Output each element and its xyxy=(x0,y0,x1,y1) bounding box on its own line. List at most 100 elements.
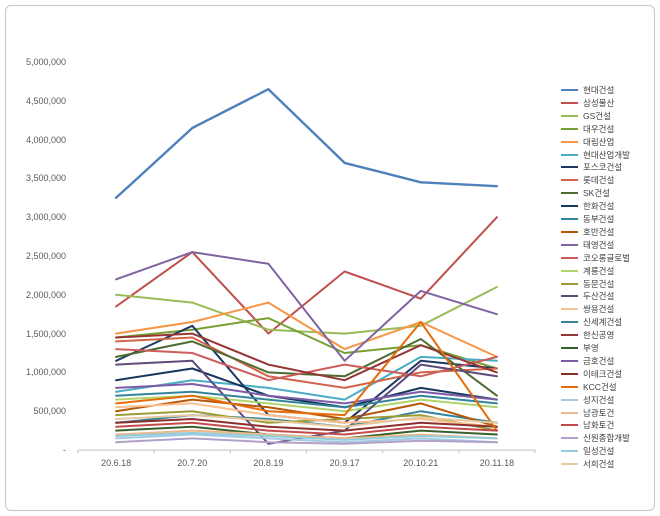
legend-line-swatch xyxy=(561,450,578,453)
legend-item: 포스코건설 xyxy=(561,161,622,173)
legend-item: 부영 xyxy=(561,342,599,354)
series-line-1 xyxy=(115,216,498,335)
y-tick-label: 500,000 xyxy=(33,406,66,417)
legend-label: 현대건설 xyxy=(583,85,615,95)
series-line-12 xyxy=(115,251,498,362)
legend-item: 현대건설 xyxy=(561,84,614,96)
y-tick-label: 2,000,000 xyxy=(25,289,66,300)
y-tick-label: 2,500,000 xyxy=(25,251,66,261)
y-tick-label: 3,000,000 xyxy=(25,212,66,223)
legend-label: GS건설 xyxy=(583,110,611,121)
legend-item: 계룡건설 xyxy=(561,265,614,277)
legend-item: 태영건설 xyxy=(561,239,614,251)
series-line-22 xyxy=(115,418,498,432)
legend-line-swatch xyxy=(561,153,578,156)
series-line-28 xyxy=(115,431,498,441)
legend-line-swatch xyxy=(561,424,578,427)
legend-item: 일성건설 xyxy=(561,445,614,457)
y-tick-label: 4,000,000 xyxy=(25,134,66,145)
series-line-9 xyxy=(115,367,498,409)
legend-label: 동부건설 xyxy=(583,214,615,224)
legend-line-swatch xyxy=(561,463,578,466)
legend-label: SK건설 xyxy=(583,188,610,199)
x-tick-label: 20.11.18 xyxy=(479,458,515,468)
legend-label: 부영 xyxy=(583,343,599,353)
series-line-17 xyxy=(115,402,498,428)
legend-label: 삼성물산 xyxy=(583,97,615,108)
legend-line-swatch xyxy=(561,347,578,349)
legend-line-swatch xyxy=(561,166,578,169)
legend-item: GS건설 xyxy=(561,110,611,122)
legend-label: 서희건설 xyxy=(583,459,615,470)
series-line-21 xyxy=(115,383,498,405)
legend-item: 이테크건설 xyxy=(561,368,622,380)
legend-item: 금호건설 xyxy=(561,355,614,367)
legend-line-swatch xyxy=(561,359,578,362)
y-tick-label: 4,500,000 xyxy=(25,95,66,106)
legend-item: 현대산업개발 xyxy=(561,149,630,161)
legend-line-swatch xyxy=(561,269,578,272)
legend-line-swatch xyxy=(561,321,578,324)
series-line-8 xyxy=(115,338,498,397)
legend-label: 쌍용건설 xyxy=(583,304,615,315)
legend-item: SK건설 xyxy=(561,187,610,199)
legend-line-swatch xyxy=(561,230,578,233)
legend-label: 신세계건설 xyxy=(583,317,623,328)
legend-line-swatch xyxy=(561,89,578,91)
legend-label: 남화토건 xyxy=(583,420,615,431)
legend-label: 한신공영 xyxy=(583,330,615,341)
legend-label: 한화건설 xyxy=(583,201,615,212)
series-line-4 xyxy=(115,301,498,358)
y-tick-label: - xyxy=(63,445,66,455)
legend-item: 코오롱글로벌 xyxy=(561,252,630,264)
legend-line-swatch xyxy=(561,243,578,246)
legend-item: 대우건설 xyxy=(561,123,614,135)
legend-line-swatch xyxy=(561,437,578,440)
legend-label: 이테크건설 xyxy=(583,368,623,379)
legend-item: 신세계건설 xyxy=(561,316,622,328)
legend-line-swatch xyxy=(561,282,578,285)
legend-line-swatch xyxy=(561,127,578,130)
legend-line-swatch xyxy=(561,398,578,401)
legend-line-swatch xyxy=(561,295,578,298)
legend-item: 한화건설 xyxy=(561,200,614,212)
y-tick-label: 1,500,000 xyxy=(25,328,66,339)
legend-label: 코오롱글로벌 xyxy=(583,252,630,263)
legend-label: 두산건설 xyxy=(583,291,615,302)
legend-item: 신원종합개발 xyxy=(561,432,630,444)
legend-item: 쌍용건설 xyxy=(561,303,614,315)
x-tick-label: 20.7.20 xyxy=(177,458,208,468)
legend-item: 대림산업 xyxy=(561,136,614,148)
legend-line-swatch xyxy=(561,308,578,311)
x-tick-label: 20.6.18 xyxy=(101,458,132,468)
series-line-23 xyxy=(115,321,498,432)
legend-item: 남광토건 xyxy=(561,407,614,419)
legend-label: 계룡건설 xyxy=(583,265,615,276)
legend-item: 동부건설 xyxy=(561,213,614,225)
legend-label: 포스코건설 xyxy=(583,162,623,173)
legend-item: 한신공영 xyxy=(561,329,614,341)
legend-line-swatch xyxy=(561,385,578,388)
legend-label: 금호건설 xyxy=(583,355,615,366)
legend-label: 롯데건설 xyxy=(583,175,615,186)
x-tick-label: 20.8.19 xyxy=(253,458,284,468)
legend-item: 호반건설 xyxy=(561,226,614,238)
series-line-2 xyxy=(115,286,498,335)
x-tick-label: 20.10.21 xyxy=(403,458,439,468)
legend-label: 동문건설 xyxy=(583,278,615,289)
legend-item: 동문건설 xyxy=(561,278,614,290)
legend-label: 성지건설 xyxy=(583,394,615,405)
series-line-7 xyxy=(115,336,498,389)
legend-label: 태영건설 xyxy=(583,239,615,250)
legend-line-swatch xyxy=(561,205,578,208)
legend-line-swatch xyxy=(561,101,578,104)
legend-line-swatch xyxy=(561,192,578,195)
legend-label: 대림산업 xyxy=(583,136,615,147)
legend-label: 호반건설 xyxy=(583,226,615,237)
legend-line-swatch xyxy=(561,140,578,143)
legend-item: KCC건설 xyxy=(561,381,617,393)
legend-label: 현대산업개발 xyxy=(583,149,630,160)
y-tick-label: 1,000,000 xyxy=(25,367,66,378)
legend-item: 남화토건 xyxy=(561,419,614,431)
